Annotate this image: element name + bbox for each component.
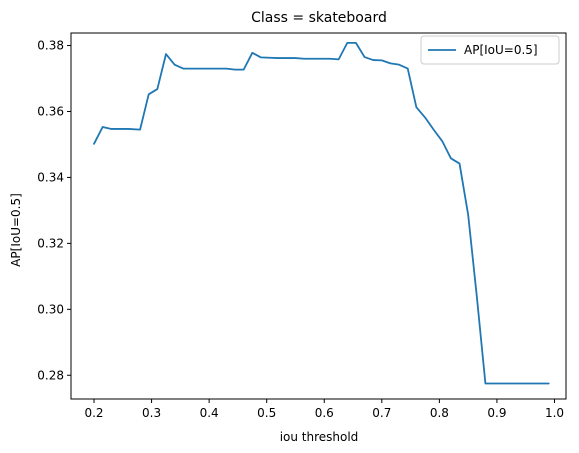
y-tick-label: 0.34 bbox=[37, 170, 64, 184]
legend-box bbox=[420, 35, 560, 65]
y-tick-label: 0.36 bbox=[37, 104, 64, 118]
legend: AP[IoU=0.5] bbox=[420, 35, 560, 65]
x-tick-label: 0.6 bbox=[315, 406, 334, 420]
x-tick-label: 0.4 bbox=[200, 406, 219, 420]
x-tick-label: 0.5 bbox=[257, 406, 276, 420]
x-tick-label: 0.9 bbox=[487, 406, 506, 420]
y-axis-label: AP[IoU=0.5] bbox=[9, 193, 23, 267]
series-line bbox=[93, 41, 550, 385]
y-tick-label: 0.28 bbox=[37, 368, 64, 382]
x-tick-label: 0.3 bbox=[142, 406, 161, 420]
plot-frame bbox=[70, 32, 567, 400]
y-tick-label: 0.32 bbox=[37, 236, 64, 250]
x-axis: 0.2 0.3 0.4 0.5 0.6 0.7 0.8 0.9 1.0 bbox=[84, 399, 564, 420]
legend-entry-label: AP[IoU=0.5] bbox=[464, 43, 538, 57]
y-tick-label: 0.38 bbox=[37, 39, 64, 53]
x-tick-label: 0.8 bbox=[430, 406, 449, 420]
plot-area bbox=[93, 41, 550, 385]
x-axis-label: iou threshold bbox=[280, 430, 359, 444]
y-axis: 0.28 0.30 0.32 0.34 0.36 0.38 bbox=[37, 39, 71, 382]
x-tick-label: 0.7 bbox=[372, 406, 391, 420]
x-tick-label: 0.2 bbox=[84, 406, 103, 420]
x-tick-label: 1.0 bbox=[545, 406, 564, 420]
y-tick-label: 0.30 bbox=[37, 302, 64, 316]
chart-title: Class = skateboard bbox=[251, 10, 387, 26]
